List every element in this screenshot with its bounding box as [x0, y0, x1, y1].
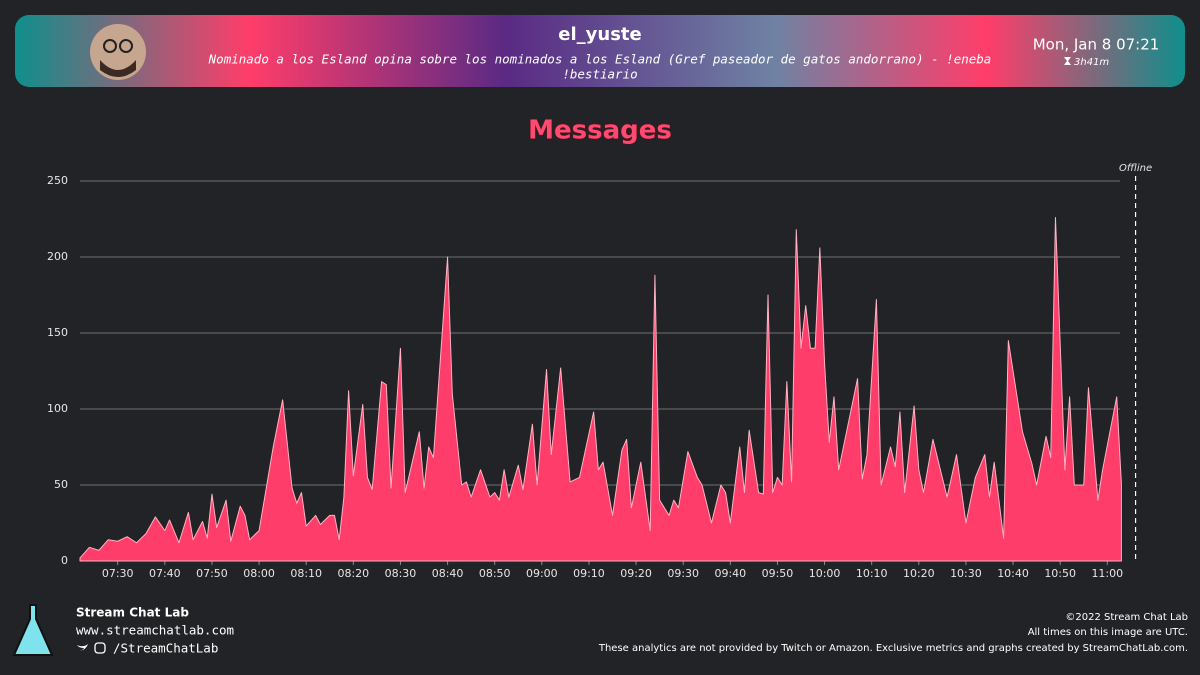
- x-tick-label: 09:00: [526, 567, 558, 580]
- header-banner: [15, 15, 1185, 87]
- y-tick-label: 100: [47, 402, 68, 415]
- avatar-glasses: [119, 39, 133, 53]
- x-tick-label: 08:40: [432, 567, 464, 580]
- stream-title: el_yuste: [558, 24, 641, 45]
- x-tick-label: 07:50: [196, 567, 228, 580]
- plot: 0 50 100 150 200 250 07:30 07:40 07:50 08:00 08:10…: [47, 163, 1152, 580]
- x-tick-label: 10:50: [1044, 567, 1076, 580]
- x-tick-label: 10:20: [903, 567, 935, 580]
- x-tick-label: 09:10: [573, 567, 605, 580]
- x-tick-label: 10:00: [809, 567, 841, 580]
- area: [79, 216, 1122, 562]
- stream-duration: 3h41m: [1074, 57, 1109, 68]
- x-tick-label: 07:40: [149, 567, 181, 580]
- annotation: Offline: [1119, 163, 1152, 174]
- x-tick-label: 08:50: [479, 567, 511, 580]
- y-tick-label: 0: [61, 554, 68, 567]
- x-tick-label: 10:40: [997, 567, 1029, 580]
- x-tick-label: 09:50: [762, 567, 794, 580]
- x-tick-label: 08:30: [385, 567, 417, 580]
- hourglass-icon: [1064, 57, 1071, 65]
- x-tick-label: 08:20: [337, 567, 369, 580]
- stream-subtitle: !bestiario: [562, 67, 637, 82]
- stream-date: Mon, Jan 8 07:21: [1033, 36, 1160, 54]
- y-tick-label: 50: [54, 478, 68, 491]
- footer-url: www.streamchatlab.com: [76, 623, 234, 638]
- x-tick-label: 09:20: [620, 567, 652, 580]
- y-tick-label: 250: [47, 174, 68, 187]
- x-tick-label: 10:30: [950, 567, 982, 580]
- chart-title: Messages: [528, 116, 672, 146]
- x-tick-label: 11:00: [1091, 567, 1123, 580]
- x-tick-label: 09:40: [714, 567, 746, 580]
- instagram-icon: [94, 642, 106, 654]
- y-tick-label: 150: [47, 326, 68, 339]
- x-tick-label: 09:30: [667, 567, 699, 580]
- footer-brand: Stream Chat Lab: [76, 606, 189, 620]
- twitter-icon: [77, 644, 88, 651]
- avatar-beard: [100, 60, 136, 77]
- x-tick-label: 07:30: [102, 567, 134, 580]
- footer-social: /StreamChatLab: [113, 641, 218, 656]
- y-tick-label: 200: [47, 250, 68, 263]
- x-tick-label: 08:00: [243, 567, 275, 580]
- logo: [12, 604, 54, 656]
- footer-disclaimer: These analytics are not provided by Twit…: [598, 643, 1188, 654]
- avatar-glasses: [103, 39, 117, 53]
- footer-timezone: All times on this image are UTC.: [1028, 627, 1188, 638]
- x-tick-label: 08:10: [290, 567, 322, 580]
- x-tick-label: 10:10: [856, 567, 888, 580]
- footer-copyright: ©2022 Stream Chat Lab: [1065, 612, 1188, 623]
- stream-subtitle: Nominado a los Esland opina sobre los no…: [208, 52, 992, 67]
